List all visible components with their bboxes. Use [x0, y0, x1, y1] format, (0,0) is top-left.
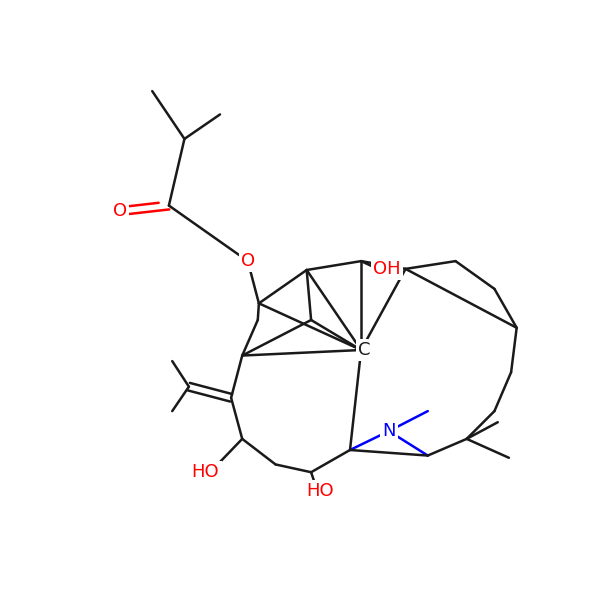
Text: HO: HO — [192, 463, 220, 481]
Text: O: O — [113, 202, 127, 220]
Text: HO: HO — [306, 482, 334, 500]
Text: O: O — [241, 252, 255, 270]
Text: N: N — [382, 422, 395, 440]
Text: OH: OH — [373, 260, 400, 278]
Text: C: C — [358, 341, 371, 359]
